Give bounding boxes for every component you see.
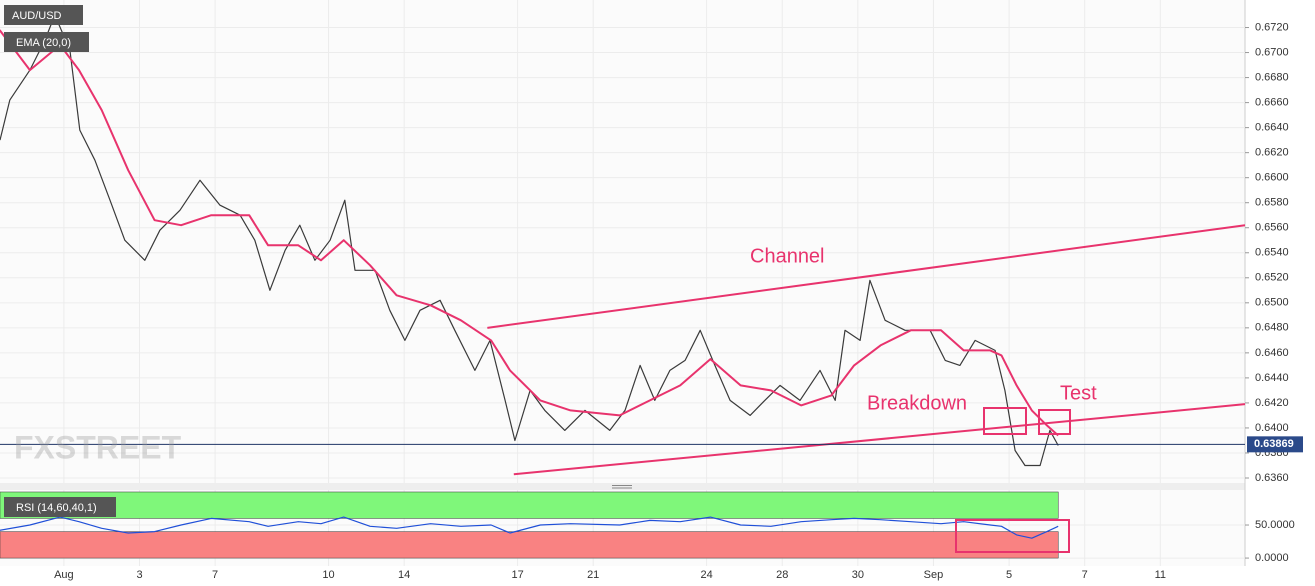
series-line xyxy=(0,29,1059,437)
highlight-box xyxy=(983,407,1027,435)
x-tick-label: 7 xyxy=(212,569,218,581)
x-tick-label: 3 xyxy=(136,569,142,581)
x-tick-label: 11 xyxy=(1155,569,1166,581)
y-tick-label: 0.6460 xyxy=(1255,347,1289,359)
y-tick-label: 0.6580 xyxy=(1255,197,1289,209)
x-tick-label: 21 xyxy=(587,569,599,581)
legend-box[interactable] xyxy=(4,32,89,52)
x-tick-label: 28 xyxy=(776,569,788,581)
legend-box[interactable] xyxy=(4,5,83,25)
trendline xyxy=(487,224,1246,329)
y-tick-label: 50.0000 xyxy=(1255,519,1295,531)
price-tag-label: 0.63869 xyxy=(1254,438,1294,450)
y-tick-label: 0.6440 xyxy=(1255,372,1289,384)
y-tick-label: 0.6560 xyxy=(1255,222,1289,234)
x-tick-label: 7 xyxy=(1082,569,1088,581)
trendline xyxy=(513,403,1246,476)
annotation: Breakdown xyxy=(867,392,967,414)
rsi-band xyxy=(0,491,1059,519)
y-tick-label: 0.6500 xyxy=(1255,297,1289,309)
y-tick-label: 0.6600 xyxy=(1255,172,1289,184)
y-tick-label: 0.6620 xyxy=(1255,147,1289,159)
watermark: FXSTREET xyxy=(14,429,182,465)
x-tick-label: 17 xyxy=(511,569,523,581)
highlight-box xyxy=(955,519,1070,553)
y-tick-label: 0.0000 xyxy=(1255,552,1289,564)
legend-label: EMA (20,0) xyxy=(16,37,71,49)
y-tick-label: 0.6400 xyxy=(1255,422,1289,434)
legend-box[interactable] xyxy=(4,497,116,517)
highlight-box xyxy=(1038,409,1071,435)
y-tick-label: 0.6700 xyxy=(1255,46,1289,58)
y-tick-label: 0.6420 xyxy=(1255,397,1289,409)
rsi-band xyxy=(0,531,1059,559)
x-tick-label: Aug xyxy=(54,569,74,581)
y-tick-label: 0.6540 xyxy=(1255,247,1289,259)
y-tick-label: 0.6640 xyxy=(1255,122,1289,134)
x-tick-label: 30 xyxy=(852,569,864,581)
x-tick-label: 5 xyxy=(1006,569,1012,581)
legend-label: AUD/USD xyxy=(12,10,62,22)
x-tick-label: 10 xyxy=(322,569,334,581)
y-tick-label: 0.6720 xyxy=(1255,21,1289,33)
x-tick-label: 24 xyxy=(700,569,712,581)
y-tick-label: 0.6360 xyxy=(1255,472,1289,484)
y-tick-label: 0.6660 xyxy=(1255,97,1289,109)
y-tick-label: 0.6680 xyxy=(1255,71,1289,83)
annotation: Channel xyxy=(750,245,825,267)
series-line xyxy=(0,516,1059,539)
annotation: Test xyxy=(1060,382,1097,404)
y-tick-label: 0.6520 xyxy=(1255,272,1289,284)
price-tag xyxy=(1247,436,1303,453)
panel-divider[interactable] xyxy=(0,483,1245,490)
legend-label: RSI (14,60,40,1) xyxy=(16,502,97,514)
x-tick-label: Sep xyxy=(924,569,944,581)
y-tick-label: 0.6480 xyxy=(1255,322,1289,334)
x-tick-label: 14 xyxy=(398,569,410,581)
